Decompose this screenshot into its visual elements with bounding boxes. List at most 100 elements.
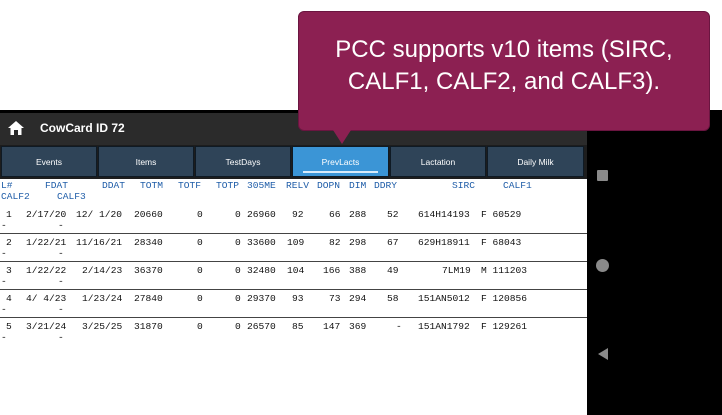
row-divider [0, 289, 587, 290]
cell-totf: 0 [197, 209, 203, 220]
cell-totf: 0 [197, 265, 203, 276]
tab-items[interactable]: Items [98, 146, 194, 177]
cell-305me: 32480 [247, 265, 276, 276]
cell-ddat: 2/14/23 [82, 265, 123, 276]
cell-dim: 298 [349, 237, 367, 248]
table-header: L# FDAT DDAT TOTM TOTF TOTP 305ME RELV D… [0, 179, 587, 205]
active-tab-indicator [303, 171, 378, 173]
cell-totp: 0 [235, 293, 241, 304]
cell-relv: 109 [287, 237, 305, 248]
app-title: CowCard ID 72 [40, 121, 125, 135]
callout-line-1: PCC supports v10 items (SIRC, [335, 36, 673, 63]
cell-lno: 4 [6, 293, 12, 304]
cell-relv: 85 [292, 321, 304, 332]
col-calf1: CALF1 [503, 180, 532, 191]
row-divider [0, 317, 587, 318]
cell-305me: 26960 [247, 209, 276, 220]
cell-lno: 1 [6, 209, 12, 220]
cell-ddry: 67 [387, 237, 399, 248]
col-sirc: SIRC [452, 180, 476, 191]
cell-relv: 93 [292, 293, 304, 304]
cell-dim: 288 [349, 209, 367, 220]
cell-calf3: - [58, 304, 64, 315]
tab-testdays[interactable]: TestDays [195, 146, 291, 177]
cell-calf3: - [58, 332, 64, 343]
cell-calf1: F 68043 [481, 237, 522, 248]
cell-lno: 5 [6, 321, 12, 332]
cell-fdat: 2/17/20 [26, 209, 67, 220]
cell-ddat: 1/23/24 [82, 293, 123, 304]
col-fdat: FDAT [45, 180, 69, 191]
cell-lno: 2 [6, 237, 12, 248]
cell-totp: 0 [235, 321, 241, 332]
table-row[interactable]: 3 1/22/22 2/14/23 36370 0 0 32480 104 16… [0, 262, 587, 288]
cell-sirc: 151AN1792 [418, 321, 470, 332]
cell-305me: 29370 [247, 293, 276, 304]
tab-bar: Events Items TestDays PrevLacts Lactatio… [0, 145, 587, 179]
cell-ddat: 11/16/21 [76, 237, 123, 248]
cell-dopn: 147 [323, 321, 341, 332]
table-row[interactable]: 4 4/ 4/23 1/23/24 27840 0 0 29370 93 73 … [0, 290, 587, 316]
cell-dim: 294 [349, 293, 367, 304]
col-dim: DIM [349, 180, 367, 191]
cell-ddry: 52 [387, 209, 399, 220]
callout-text: PCC supports v10 items (SIRC, CALF1, CAL… [299, 34, 709, 98]
cell-calf3: - [58, 248, 64, 259]
cell-relv: 92 [292, 209, 304, 220]
callout-box: PCC supports v10 items (SIRC, CALF1, CAL… [298, 11, 710, 131]
cell-fdat: 1/22/22 [26, 265, 67, 276]
cell-totm: 27840 [134, 293, 163, 304]
cell-totp: 0 [235, 265, 241, 276]
cell-calf1: M 111203 [481, 265, 528, 276]
cell-calf2: - [1, 304, 7, 315]
cell-fdat: 1/22/21 [26, 237, 67, 248]
cell-totp: 0 [235, 237, 241, 248]
col-305me: 305ME [247, 180, 276, 191]
col-totm: TOTM [140, 180, 164, 191]
cell-fdat: 4/ 4/23 [26, 293, 67, 304]
cell-calf2: - [1, 220, 7, 231]
cell-ddat: 12/ 1/20 [76, 209, 123, 220]
cell-dopn: 166 [323, 265, 341, 276]
tab-prevlacts[interactable]: PrevLacts [292, 146, 389, 177]
home-icon[interactable] [7, 120, 25, 136]
col-dopn: DOPN [317, 180, 341, 191]
callout-pointer [333, 130, 351, 144]
cell-sirc: 629H18911 [418, 237, 470, 248]
table-row[interactable]: 5 3/21/24 3/25/25 31870 0 0 26570 85 147… [0, 318, 587, 344]
cell-dopn: 73 [329, 293, 341, 304]
cell-totm: 36370 [134, 265, 163, 276]
cell-ddry: - [396, 321, 402, 332]
cell-calf1: F 60529 [481, 209, 522, 220]
cell-totm: 31870 [134, 321, 163, 332]
home-circle-icon[interactable] [596, 259, 609, 272]
col-calf3: CALF3 [57, 191, 86, 202]
tab-daily-milk[interactable]: Daily Milk [487, 146, 584, 177]
cell-calf3: - [58, 220, 64, 231]
col-ddat: DDAT [102, 180, 126, 191]
back-triangle-icon[interactable] [598, 348, 608, 360]
cell-ddry: 58 [387, 293, 399, 304]
table-row[interactable]: 1 2/17/20 12/ 1/20 20660 0 0 26960 92 66… [0, 206, 587, 232]
table-row[interactable]: 2 1/22/21 11/16/21 28340 0 0 33600 109 8… [0, 234, 587, 260]
cell-calf2: - [1, 248, 7, 259]
tab-lactation[interactable]: Lactation [390, 146, 486, 177]
row-divider [0, 233, 587, 234]
cell-totf: 0 [197, 237, 203, 248]
recents-square-icon[interactable] [597, 170, 608, 181]
col-totp: TOTP [216, 180, 240, 191]
cell-sirc: 7LM19 [442, 265, 471, 276]
cell-totm: 28340 [134, 237, 163, 248]
callout-line-2: CALF1, CALF2, and CALF3). [347, 68, 661, 95]
app-screen: CowCard ID 72 Events Items TestDays Prev… [0, 113, 587, 415]
tab-events[interactable]: Events [1, 146, 97, 177]
col-totf: TOTF [178, 180, 202, 191]
cell-305me: 33600 [247, 237, 276, 248]
cell-totm: 20660 [134, 209, 163, 220]
cell-dopn: 82 [329, 237, 341, 248]
cell-sirc: 151AN5012 [418, 293, 470, 304]
col-relv: RELV [286, 180, 310, 191]
cell-totp: 0 [235, 209, 241, 220]
cell-calf2: - [1, 276, 7, 287]
cell-calf2: - [1, 332, 7, 343]
